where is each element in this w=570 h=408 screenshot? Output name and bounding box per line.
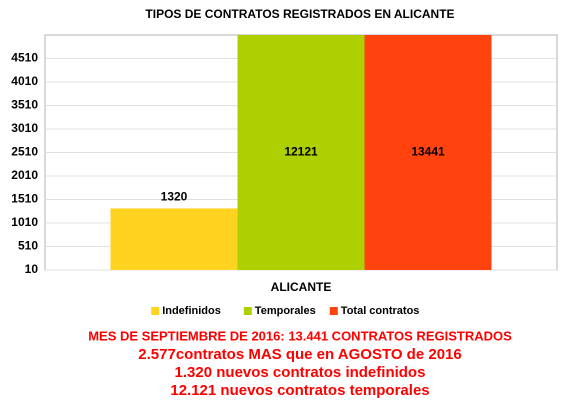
data-label: 1320 [161, 190, 188, 204]
bar [237, 35, 365, 270]
note: MES DE SEPTIEMBRE DE 2016: 13.441 CONTRA… [88, 328, 512, 343]
note: 1.320 nuevos contratos indefinidos [175, 364, 426, 381]
y-tick-label: 3510 [11, 98, 38, 112]
legend-label: Indefinidos [162, 305, 221, 317]
bar [364, 35, 492, 270]
chart-title: TIPOS DE CONTRATOS REGISTRADOS EN ALICAN… [145, 7, 454, 21]
note: 12.121 nuevos contratos temporales [170, 382, 429, 399]
y-tick-label: 1510 [11, 192, 38, 206]
data-label: 13441 [411, 145, 445, 159]
y-tick-label: 2510 [11, 145, 38, 159]
legend-swatch [151, 307, 160, 315]
x-tick-label: ALICANTE [271, 280, 332, 294]
y-tick-label: 4010 [11, 74, 38, 88]
bar [110, 208, 238, 270]
legend-label: Temporales [255, 305, 316, 317]
y-tick-label: 1010 [11, 215, 38, 229]
legend-label: Total contratos [341, 305, 420, 317]
bars [110, 35, 492, 270]
note: 2.577contratos MAS que en AGOSTO de 2016 [138, 346, 461, 363]
y-tick-label: 510 [18, 239, 38, 253]
y-tick-label: 3010 [11, 121, 38, 135]
y-tick-label: 2010 [11, 168, 38, 182]
y-tick-label: 10 [25, 262, 39, 276]
legend-swatch [243, 307, 252, 315]
y-tick-label: 4510 [11, 51, 38, 65]
labels: 10 510 1010 1510 2010 2510 3010 3510 4010 4510 ALI… [11, 51, 445, 317]
legend-swatch [329, 307, 338, 315]
data-label: 12121 [284, 145, 318, 159]
